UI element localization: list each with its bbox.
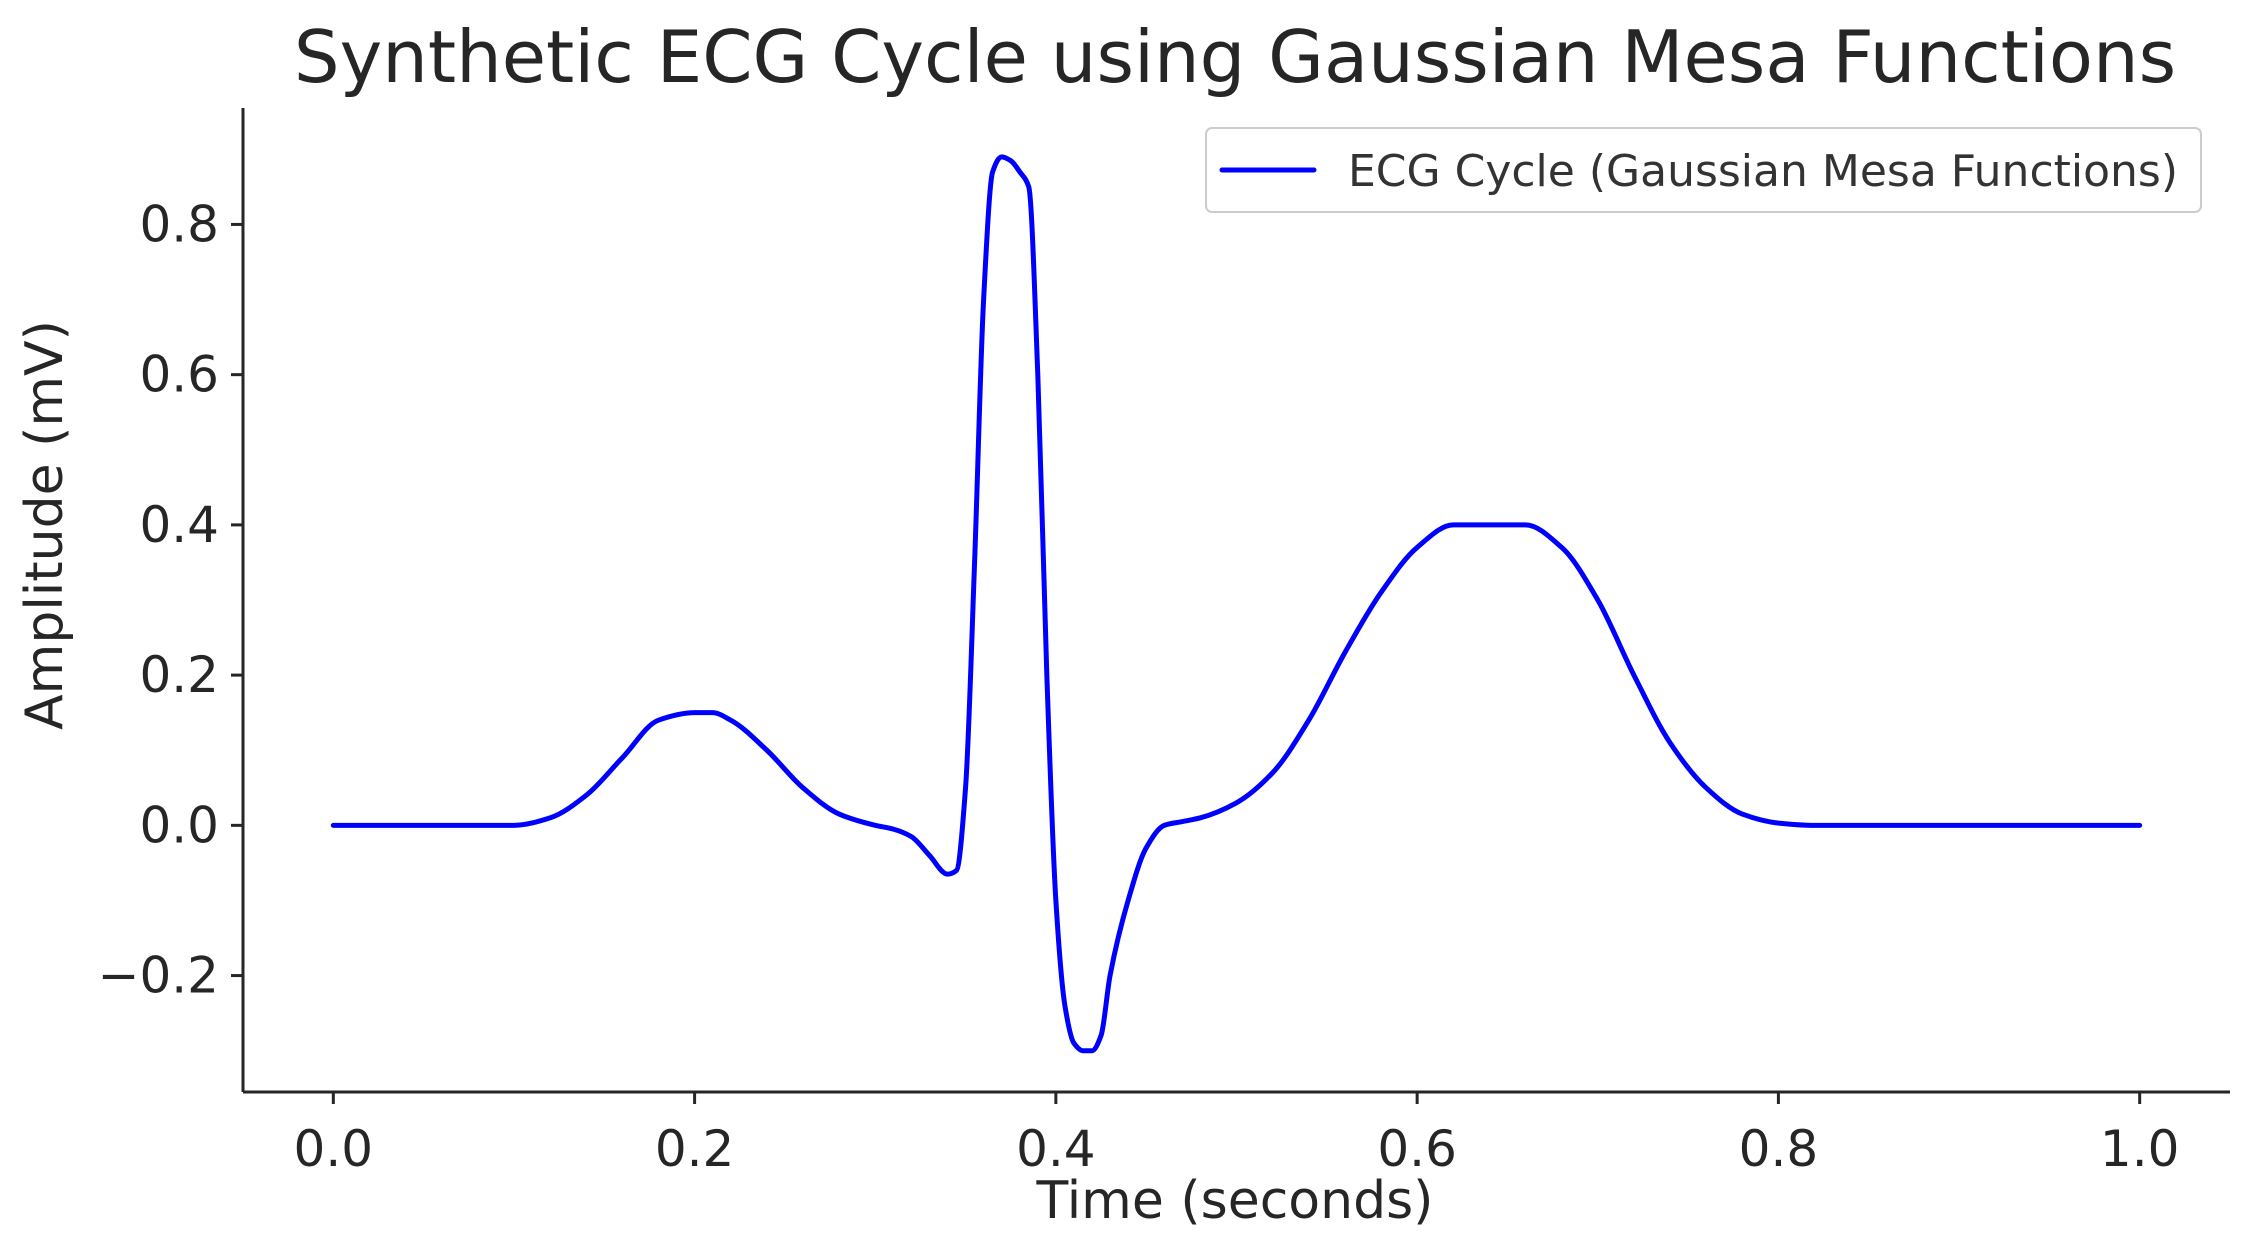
tick-marks: 0.0 0.2 0.4 0.6 0.8 1.0 −0.2 0.0 0.2 0.4 0.6 0.8: [98, 195, 2180, 1178]
x-tick-label: 0.6: [1377, 1120, 1457, 1178]
x-axis-label: Time (seconds): [1036, 1171, 1434, 1231]
axes: [241, 108, 2230, 1094]
legend-frame: [1205, 127, 2202, 213]
x-tick-label: 0.2: [655, 1120, 735, 1178]
x-tick-label: 0.4: [1016, 1120, 1096, 1178]
y-tick-label: −0.2: [98, 947, 219, 1005]
x-tick-label: 0.8: [1739, 1120, 1819, 1178]
x-tick-label: 0.0: [294, 1120, 374, 1178]
legend-label: ECG Cycle (Gaussian Mesa Functions): [1348, 146, 2178, 197]
series-line-ecg: [330, 154, 2143, 1054]
y-tick-label: 0.0: [139, 796, 219, 854]
chart-title: Synthetic ECG Cycle using Gaussian Mesa …: [294, 15, 2176, 99]
y-tick-label: 0.2: [139, 646, 219, 704]
x-tick-label: 1.0: [2100, 1120, 2180, 1178]
series-lines: [330, 154, 2143, 1054]
y-tick-label: 0.8: [139, 195, 219, 253]
y-axis-label: Amplitude (mV): [15, 320, 75, 730]
legend: ECG Cycle (Gaussian Mesa Functions): [1205, 127, 2202, 213]
y-tick-label: 0.4: [139, 496, 219, 554]
y-tick-label: 0.6: [139, 346, 219, 404]
